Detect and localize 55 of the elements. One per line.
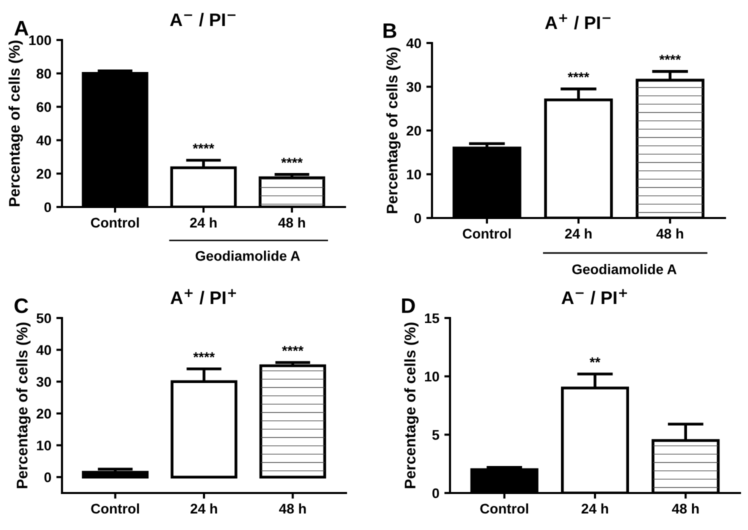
y-tick-label: 0 (44, 472, 52, 482)
chart-title: A$^{+}$ / PI$^{+}$ (170, 289, 236, 304)
y-axis-title: Percentage of cells (%) (386, 48, 401, 214)
x-tick-label: Control (91, 503, 139, 514)
bar (82, 470, 149, 478)
x-tick-label: 48 h (656, 228, 684, 239)
y-tick-label: 0 (414, 213, 422, 224)
x-tick-label: Control (462, 228, 511, 239)
annotation: **** (281, 158, 303, 163)
y-tick-label: 10 (425, 372, 440, 382)
annotation: **** (282, 346, 304, 352)
y-tick-label: 20 (36, 168, 52, 179)
y-tick-label: 40 (36, 345, 52, 355)
y-axis-title: Percentage of cells (%) (404, 322, 419, 488)
y-tick-label: 10 (407, 170, 422, 180)
y-tick-label: 0 (44, 202, 52, 212)
text: C (14, 298, 28, 314)
text: Geodiamolide A (572, 264, 677, 274)
x-tick-label: Control (480, 503, 528, 514)
y-tick-label: 20 (406, 126, 422, 136)
y-tick-label: 5 (432, 430, 440, 440)
x-tick-label: 24 h (190, 217, 217, 228)
y-tick-label: 30 (36, 376, 52, 387)
text: D (402, 298, 415, 313)
x-tick-label: 24 h (565, 228, 592, 238)
x-tick-label: 24 h (582, 503, 608, 514)
y-tick-label: 10 (37, 440, 52, 450)
y-tick-label: 40 (36, 136, 52, 146)
y-tick-label: 60 (36, 102, 52, 112)
x-tick-label: Control (90, 217, 139, 228)
y-tick-label: 40 (406, 38, 422, 48)
y-tick-label: 15 (425, 313, 440, 324)
y-tick-label: 0 (432, 488, 440, 498)
x-tick-label: 48 h (278, 217, 305, 228)
chart-title: A$^{−}$ / PI$^{+}$ (562, 289, 627, 304)
y-tick-label: 50 (36, 313, 52, 324)
text: A (14, 21, 28, 36)
y-tick-label: 100 (29, 35, 52, 46)
chart-title: A$^{+}$ / PI$^{−}$ (545, 14, 610, 30)
y-tick-label: 20 (36, 408, 52, 419)
text: B (384, 24, 396, 38)
x-tick-label: 24 h (190, 503, 218, 514)
y-axis-title: Percentage of cells (%) (16, 322, 31, 488)
annotation: ** (590, 357, 600, 363)
x-tick-label: 48 h (672, 503, 699, 514)
annotation: **** (193, 352, 215, 358)
x-tick-label: 48 h (279, 503, 306, 514)
text: Geodiamolide A (196, 250, 300, 261)
y-tick-label: 30 (406, 82, 422, 92)
y-tick-label: 80 (36, 68, 52, 79)
annotation: **** (568, 72, 590, 78)
annotation: **** (192, 144, 214, 149)
annotation: **** (659, 54, 681, 60)
y-axis-title: Percentage of cells (%) (8, 40, 23, 206)
chart-title: A$^{−}$ / PI$^{−}$ (170, 12, 236, 26)
